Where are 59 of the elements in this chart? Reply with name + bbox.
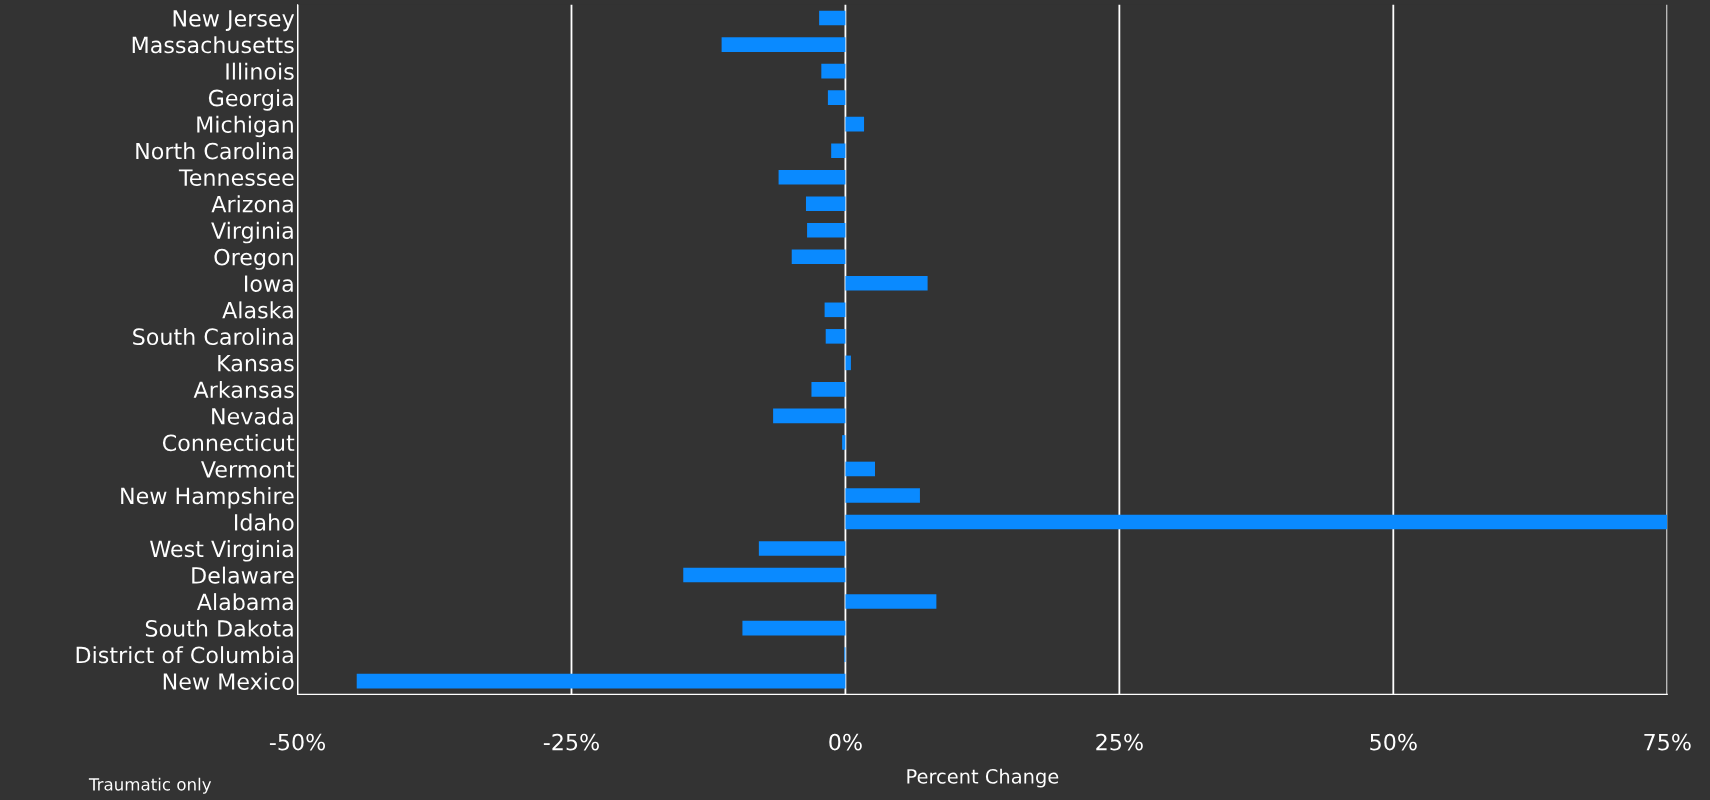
bar [778, 169, 846, 185]
bar [742, 620, 846, 636]
y-tick-label: South Dakota [145, 619, 293, 637]
bar [819, 10, 846, 26]
bar [845, 355, 851, 371]
x-tick-label: 75% [1644, 733, 1691, 751]
bar [807, 222, 846, 238]
y-tick-label: Iowa [245, 275, 293, 293]
bar [824, 302, 846, 318]
y-tick-label: Georgia [208, 89, 293, 111]
y-tick-label: Delaware [192, 566, 294, 584]
bar [845, 594, 937, 609]
bar [845, 461, 876, 477]
bar [356, 673, 846, 689]
bar [683, 567, 846, 583]
bar [845, 488, 920, 503]
y-tick-label: Massachusetts [132, 36, 294, 54]
y-tick-label: West Virginia [150, 540, 293, 562]
bar [791, 249, 846, 265]
y-tick-label: New Jersey [173, 10, 295, 32]
y-tick-label: New Mexico [163, 672, 294, 690]
y-tick-label: Tennessee [178, 169, 294, 186]
text: Traumatic only [88, 777, 212, 794]
y-tick-label: Oregon [214, 248, 293, 270]
bar [825, 329, 846, 344]
bar [827, 90, 846, 105]
bar [845, 276, 928, 291]
y-tick-label: Arizona [211, 195, 293, 213]
y-tick-label: South Carolina [133, 327, 293, 346]
y-tick-label: Illinois [226, 62, 294, 80]
x-tick-label: 25% [1096, 733, 1143, 751]
y-tick-label: Idaho [234, 513, 294, 531]
x-axis-title: Percent Change [907, 768, 1059, 788]
bar [845, 116, 865, 132]
y-tick-label: Virginia [211, 221, 293, 244]
y-tick-label: New Hampshire [121, 487, 294, 509]
y-tick-label: Nevada [212, 407, 293, 425]
bar [842, 435, 846, 450]
y-tick-label: Michigan [197, 115, 293, 138]
y-tick-label: Vermont [201, 461, 295, 478]
bar [831, 143, 846, 158]
y-tick-label: Kansas [218, 355, 294, 372]
y-tick-label: District of Columbia [76, 646, 293, 664]
x-tick-label: -50% [269, 733, 326, 751]
bar [721, 37, 846, 52]
y-tick-label: Alaska [222, 301, 293, 319]
bar [773, 408, 846, 424]
x-tick-label: -25% [543, 733, 599, 751]
y-tick-label: Arkansas [193, 380, 294, 399]
x-tick-label: 50% [1370, 733, 1417, 751]
bar [845, 514, 1668, 530]
y-tick-label: Alabama [196, 593, 293, 611]
bar [758, 541, 846, 556]
bar [811, 382, 846, 397]
x-tick-label: 0% [829, 733, 862, 751]
y-tick-label: Connecticut [162, 433, 295, 452]
bar [821, 63, 846, 79]
bar [805, 196, 846, 212]
y-tick-label: North Carolina [136, 142, 293, 160]
